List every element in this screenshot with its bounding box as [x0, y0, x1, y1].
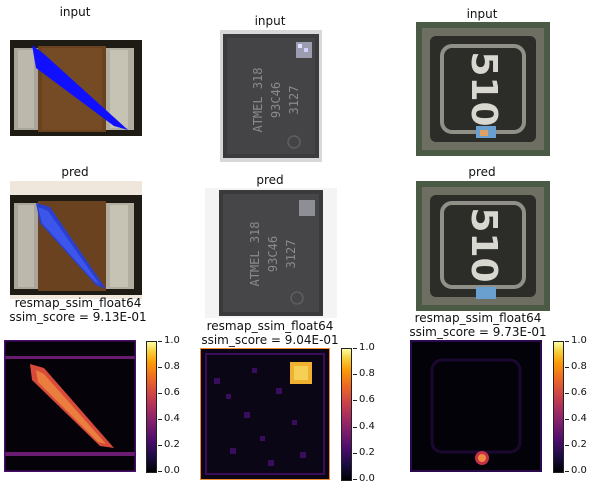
colorbar-tick-label: 0.2	[565, 439, 587, 450]
pred-image-chip: ATMEL 318 93C46 3127	[205, 188, 337, 318]
colorbar-tick-label: 0.6	[353, 394, 375, 406]
colorbar-tick-label: 0.0	[565, 465, 587, 476]
pred-image-component: 510	[416, 181, 550, 311]
colorbar-tick-label: 0.2	[158, 439, 180, 450]
colorbar-tick-label: 0.4	[565, 413, 587, 424]
colorbar	[553, 341, 564, 473]
input-image-chip: ATMEL 318 93C46 3127	[220, 30, 322, 162]
chip-marking-3: 3127	[284, 240, 298, 269]
colorbar-tick-label: 1.0	[353, 342, 375, 353]
panel-title: input	[254, 14, 286, 28]
component-code: 510	[463, 51, 504, 126]
resmap-title: resmap_ssim_float64	[206, 319, 334, 333]
colorbar-tick-label: 0.4	[158, 413, 180, 424]
panel-title: input	[59, 5, 91, 19]
colorbar-tick-label: 0.8	[565, 361, 587, 372]
colorbar-tick-label: 1.0	[565, 335, 587, 346]
chip-marking-2: 93C46	[266, 236, 280, 272]
resmap-title: resmap_ssim_float64	[414, 311, 542, 325]
ssim-score: ssim_score = 9.73E-01	[409, 325, 547, 339]
resmap-heatmap	[200, 348, 330, 480]
colorbar-tick-label: 0.8	[353, 368, 375, 380]
ssim-score: ssim_score = 9.13E-01	[9, 310, 147, 324]
panel-title: pred	[61, 165, 89, 179]
panel-title: pred	[468, 165, 496, 179]
panel-title: input	[466, 7, 498, 21]
resmap-heatmap	[410, 340, 542, 472]
resmap-title: resmap_ssim_float64	[14, 296, 142, 310]
colorbar-tick-label: 0.6	[565, 387, 587, 398]
input-image-resistor	[10, 40, 142, 136]
colorbar-tick-label: 0.8	[158, 361, 180, 372]
pred-image-resistor	[10, 181, 142, 299]
colorbar-tick-label: 1.0	[158, 335, 180, 346]
ssim-score: ssim_score = 9.04E-01	[201, 333, 339, 347]
colorbar-tick-label: 0.0	[158, 465, 180, 476]
resmap-heatmap	[4, 340, 136, 472]
colorbar-tick-label: 0.6	[158, 387, 180, 398]
component-code: 510	[463, 207, 504, 282]
chip-marking-1: ATMEL 318	[248, 221, 262, 286]
colorbar-tick-label: 0.2	[353, 446, 375, 458]
colorbar	[146, 341, 157, 473]
colorbar-tick-label: 0.4	[353, 420, 375, 432]
defect-region	[32, 45, 128, 130]
input-image-component: 510	[416, 22, 550, 156]
chip-marking-1: ATMEL 318	[251, 67, 265, 132]
chip-marking-3: 3127	[287, 86, 301, 115]
colorbar-tick-label: 0.0	[353, 473, 375, 484]
colorbar	[341, 348, 352, 481]
panel-title: pred	[256, 173, 284, 187]
chip-marking-2: 93C46	[269, 82, 283, 118]
